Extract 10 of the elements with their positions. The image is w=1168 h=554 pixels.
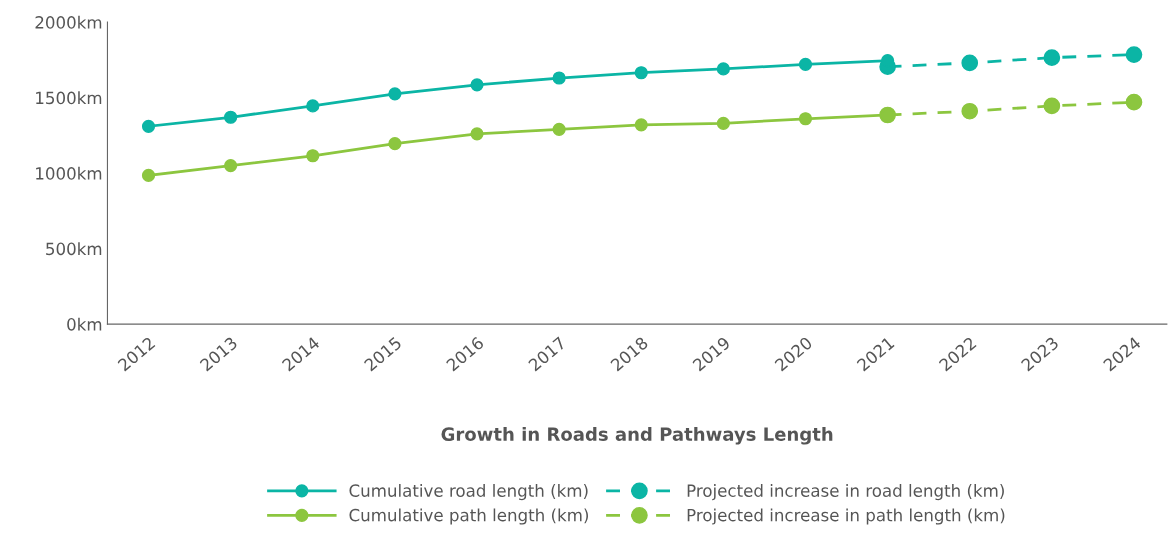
y-tick-label: 1500km (36, 91, 102, 105)
legend-label: Cumulative road length (km) (349, 484, 588, 501)
legend-label: Projected increase in road length (km) (687, 484, 1004, 501)
y-tick-label: 0km (67, 317, 102, 331)
y-tick-label: 1000km (36, 166, 102, 180)
legend-label: Projected increase in path length (km) (687, 508, 1005, 525)
y-tick-label: 2000km (35, 15, 102, 29)
legend-label: Cumulative path length (km) (349, 508, 589, 525)
y-tick-label: 500km (46, 242, 102, 256)
text: Growth in Roads and Pathways Length (441, 427, 833, 445)
